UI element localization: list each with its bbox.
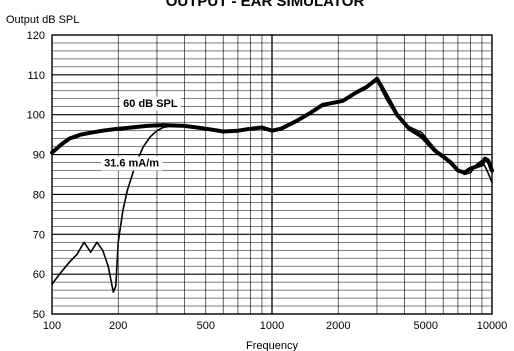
x-tick-labels: 100 200 500 1000 2000 5000 10000 (43, 320, 507, 332)
x-tick-label: 5000 (414, 320, 438, 332)
x-tick-label: 100 (43, 320, 61, 332)
x-tick-label: 10000 (477, 320, 508, 332)
x-tick-label: 200 (109, 320, 127, 332)
y-tick-label: 110 (27, 70, 45, 82)
y-tick-label: 90 (33, 150, 45, 162)
x-axis-label: Frequency (246, 340, 298, 351)
chart-title: OUTPUT - EAR SIMULATOR (166, 0, 365, 10)
y-tick-label: 60 (33, 269, 45, 281)
y-tick-label: 80 (33, 189, 45, 201)
y-axis-label: Output dB SPL (6, 14, 79, 26)
x-tick-label: 1000 (260, 320, 284, 332)
x-tick-label: 500 (197, 320, 215, 332)
y-tick-label: 100 (27, 110, 45, 122)
annotation-layer: 60 dB SPL 31.6 mA/m (101, 97, 181, 171)
annotation-label: 31.6 mA/m (104, 158, 159, 170)
y-tick-label: 70 (33, 229, 45, 241)
x-tick-label: 2000 (326, 320, 350, 332)
y-tick-label: 120 (27, 30, 45, 42)
annotation-label: 60 dB SPL (123, 98, 178, 110)
